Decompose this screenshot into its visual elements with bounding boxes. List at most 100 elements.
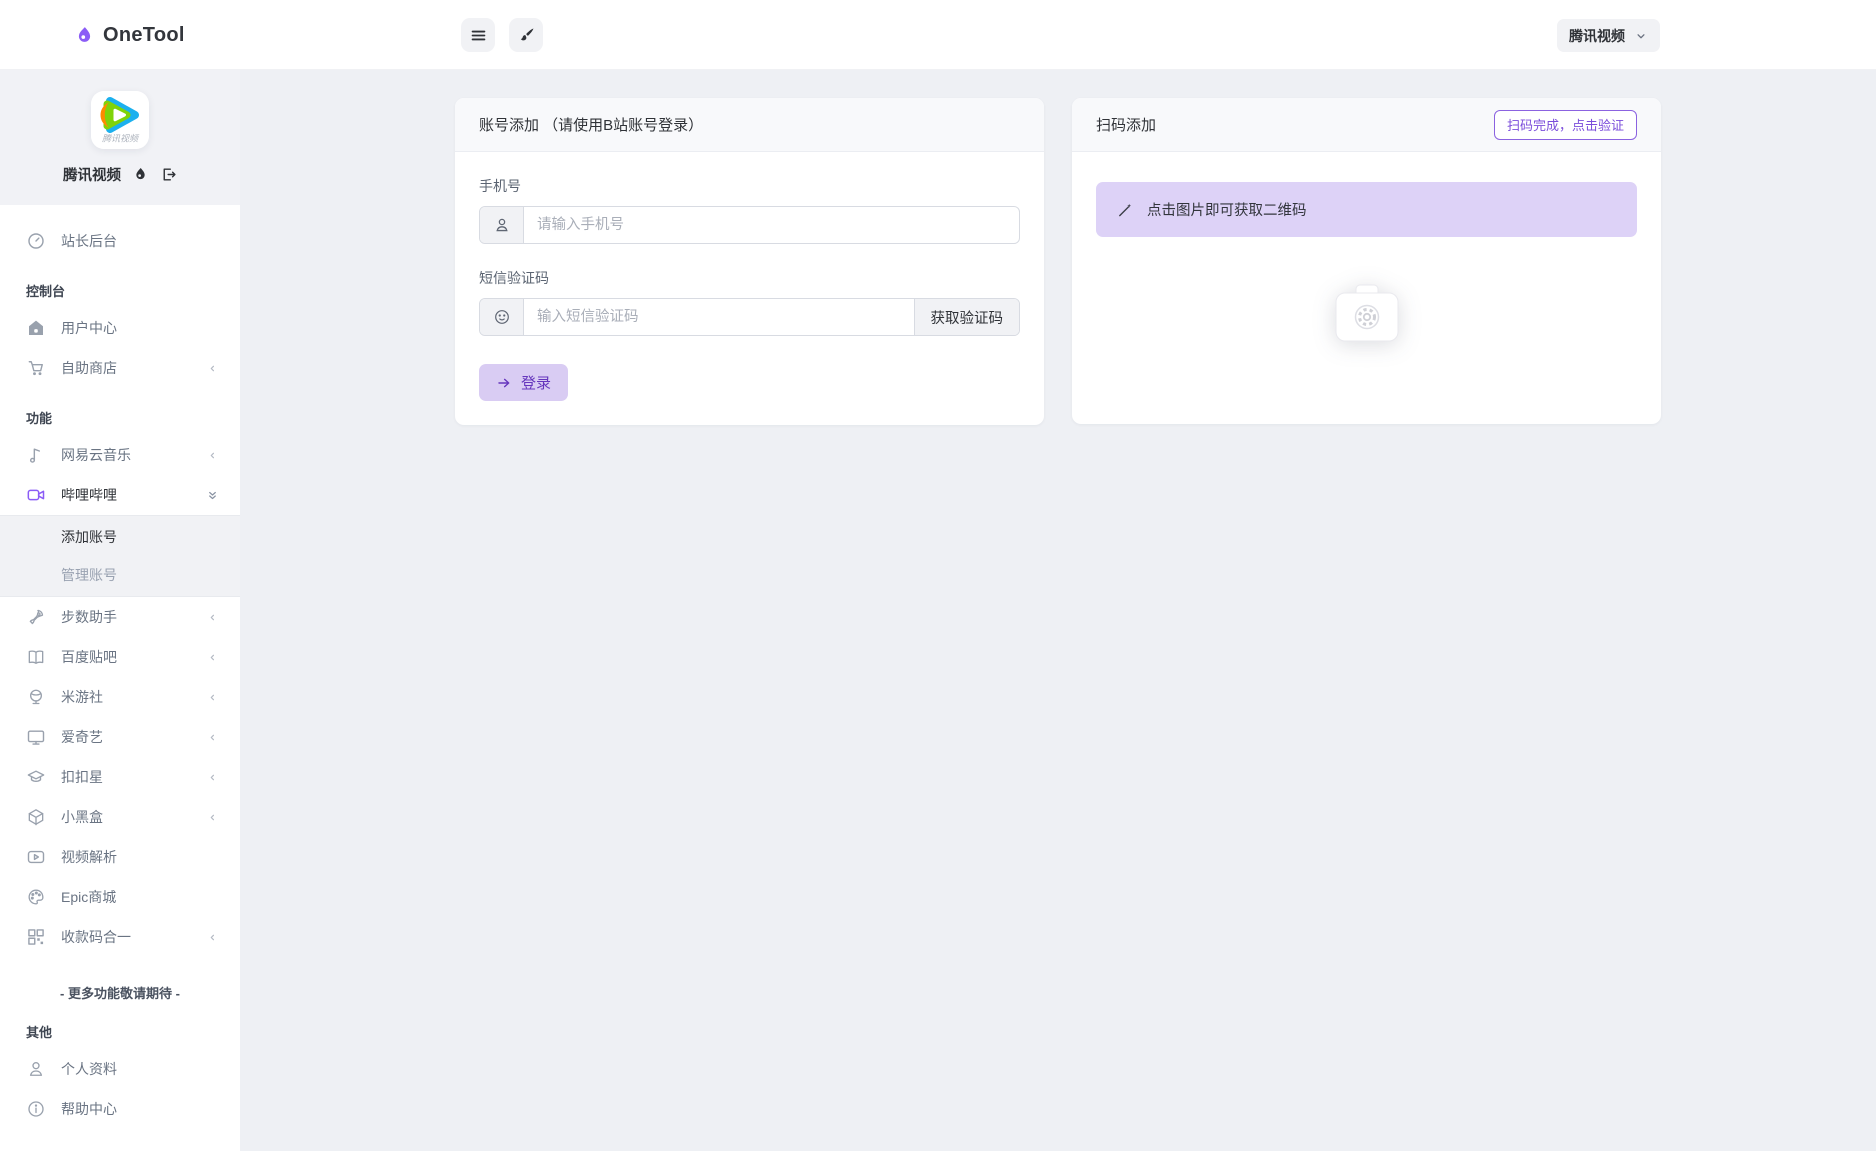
droplet-icon[interactable] [132, 166, 149, 183]
sidebar-item-label: 帮助中心 [61, 1101, 117, 1117]
book-icon [26, 647, 46, 667]
sidebar-item-label: 用户中心 [61, 320, 117, 336]
sidebar-item-label: 爱奇艺 [61, 729, 103, 745]
palette-icon [26, 887, 46, 907]
sidebar-item-label: 小黑盒 [61, 809, 103, 825]
qr-card-header: 扫码添加 扫码完成，点击验证 [1072, 98, 1661, 152]
sms-label: 短信验证码 [479, 270, 549, 286]
info-icon [26, 1099, 46, 1119]
sidebar: 腾讯视频 腾讯视频 站长后台控制台用户中心自助商店功能网易云音乐哔哩哔哩添加账号… [0, 70, 240, 1151]
chevron-down-icon [1634, 29, 1648, 43]
profile-service-name: 腾讯视频 [63, 168, 121, 184]
account-add-card: 账号添加 （请使用B站账号登录） 手机号 短信验证码 [455, 98, 1044, 425]
video-play-icon [26, 847, 46, 867]
sidebar-subitem-add-account[interactable]: 添加账号 [61, 529, 117, 545]
phone-input[interactable] [524, 207, 1019, 243]
theme-button[interactable] [509, 18, 543, 52]
hamburger-icon [469, 26, 488, 45]
chevron-left-icon [205, 361, 220, 376]
chevron-left-icon [205, 930, 220, 945]
chevron-left-icon [205, 690, 220, 705]
sidebar-item-help-center[interactable]: 帮助中心 [0, 1089, 240, 1129]
sms-code-input[interactable] [524, 299, 914, 335]
sidebar-item-label: 站长后台 [61, 233, 117, 249]
chevron-left-icon [205, 650, 220, 665]
sidebar-item-label: 百度贴吧 [61, 649, 117, 665]
sidebar-item-label: 视频解析 [61, 849, 117, 865]
rocket-icon [26, 607, 46, 627]
service-dropdown[interactable]: 腾讯视频 [1557, 19, 1660, 52]
sidebar-item-miyoushe[interactable]: 米游社 [0, 677, 240, 717]
tencent-video-logo: 腾讯视频 [91, 91, 149, 149]
sidebar-nav: 站长后台控制台用户中心自助商店功能网易云音乐哔哩哔哩添加账号管理账号步数助手百度… [0, 205, 240, 1129]
user-icon [480, 207, 524, 243]
sidebar-item-label: 米游社 [61, 689, 103, 705]
phone-input-group [479, 206, 1020, 244]
sidebar-section-label: 控制台 [26, 284, 66, 299]
sidebar-item-video-parse[interactable]: 视频解析 [0, 837, 240, 877]
sidebar-item-profile[interactable]: 个人资料 [0, 1049, 240, 1089]
sidebar-item-qr-merge[interactable]: 收款码合一 [0, 917, 240, 957]
smiley-icon [480, 299, 524, 335]
sidebar-item-iqiyi[interactable]: 爱奇艺 [0, 717, 240, 757]
cart-icon [26, 358, 46, 378]
sidebar-submenu: 添加账号 管理账号 [0, 515, 240, 597]
sidebar-item-self-service-store[interactable]: 自助商店 [0, 348, 240, 388]
chevron-left-icon [205, 810, 220, 825]
sidebar-item-site-admin[interactable]: 站长后台 [0, 221, 240, 261]
qr-hint-banner: 点击图片即可获取二维码 [1096, 182, 1637, 237]
sidebar-item-step-helper[interactable]: 步数助手 [0, 597, 240, 637]
main-content: 账号添加 （请使用B站账号登录） 手机号 短信验证码 [240, 70, 1876, 1151]
sidebar-item-label: 哔哩哔哩 [61, 487, 117, 503]
brand-logo: OneTool [74, 0, 185, 70]
login-button[interactable]: 登录 [479, 364, 569, 401]
sidebar-item-epic-store[interactable]: Epic商城 [0, 877, 240, 917]
monitor-icon [26, 727, 46, 747]
qr-image-placeholder[interactable] [1333, 283, 1401, 345]
sidebar-item-baidu-tieba[interactable]: 百度贴吧 [0, 637, 240, 677]
video-camera-icon [26, 485, 46, 505]
arrow-right-icon [496, 375, 512, 391]
sidebar-item-label: 收款码合一 [61, 929, 131, 945]
qr-scan-card: 扫码添加 扫码完成，点击验证 点击图片即可获取二维码 [1072, 98, 1661, 424]
globe-icon [26, 687, 46, 707]
box-icon [26, 807, 46, 827]
droplet-icon [74, 25, 95, 46]
chevron-left-icon [205, 770, 220, 785]
sidebar-note: - 更多功能敬请期待 - [60, 986, 180, 1001]
qr-hint-text: 点击图片即可获取二维码 [1147, 203, 1307, 219]
logout-icon[interactable] [160, 166, 177, 183]
sidebar-item-label: 步数助手 [61, 609, 117, 625]
sidebar-item-user-center[interactable]: 用户中心 [0, 308, 240, 348]
chevron-left-icon [205, 730, 220, 745]
sidebar-section-label: 其他 [26, 1025, 53, 1040]
qr-code-icon [26, 927, 46, 947]
home-icon [26, 318, 46, 338]
sidebar-item-netease-music[interactable]: 网易云音乐 [0, 435, 240, 475]
camera-placeholder-icon [1333, 283, 1401, 345]
graduation-cap-icon [26, 767, 46, 787]
magic-wand-icon [1116, 201, 1134, 219]
menu-toggle-button[interactable] [461, 18, 495, 52]
login-button-label: 登录 [521, 375, 552, 392]
sidebar-item-bilibili[interactable]: 哔哩哔哩 [0, 475, 240, 515]
sidebar-section-label: 功能 [26, 411, 53, 426]
person-icon [26, 1059, 46, 1079]
service-dropdown-label: 腾讯视频 [1569, 27, 1625, 44]
qr-card-title: 扫码添加 [1096, 117, 1157, 134]
sidebar-subitem-manage-account[interactable]: 管理账号 [61, 567, 117, 583]
sidebar-item-koukouxing[interactable]: 扣扣星 [0, 757, 240, 797]
brand-name: OneTool [103, 23, 185, 46]
sms-input-group: 获取验证码 [479, 298, 1020, 336]
chevron-left-icon [205, 448, 220, 463]
app-header: OneTool 腾讯视频 [0, 0, 1876, 70]
sidebar-item-label: 扣扣星 [61, 769, 103, 785]
gauge-icon [26, 231, 46, 251]
sidebar-item-label: 自助商店 [61, 360, 117, 376]
sidebar-item-label: Epic商城 [61, 889, 117, 905]
account-card-header: 账号添加 （请使用B站账号登录） [455, 98, 1044, 152]
scan-verify-button[interactable]: 扫码完成，点击验证 [1493, 109, 1637, 140]
brush-icon [517, 26, 536, 45]
sidebar-item-xiaoheihe[interactable]: 小黑盒 [0, 797, 240, 837]
get-code-button[interactable]: 获取验证码 [913, 299, 1019, 335]
